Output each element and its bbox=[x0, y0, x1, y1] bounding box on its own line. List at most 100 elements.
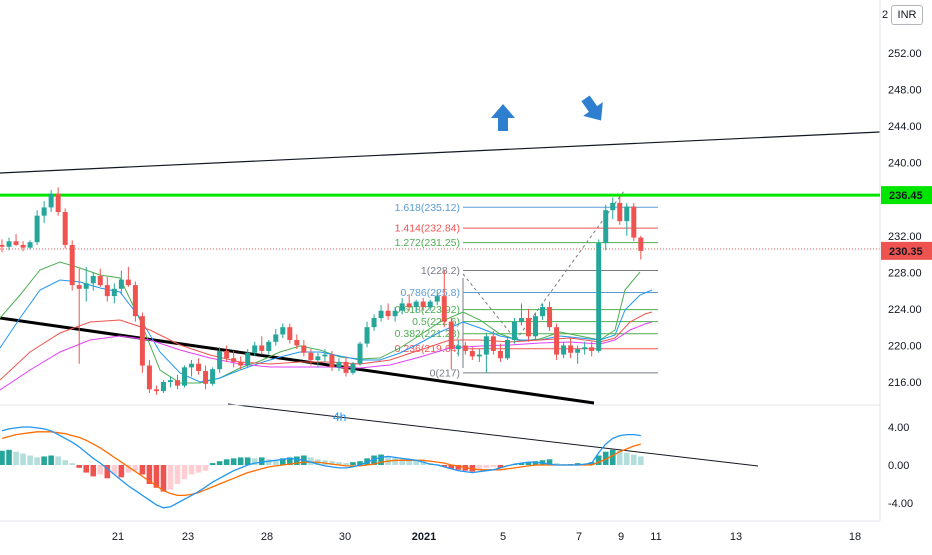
candle[interactable] bbox=[189, 360, 195, 377]
candle[interactable] bbox=[139, 312, 145, 373]
candle[interactable] bbox=[350, 361, 356, 375]
candle[interactable] bbox=[196, 358, 202, 375]
candle[interactable] bbox=[596, 239, 602, 353]
candle[interactable] bbox=[540, 303, 546, 320]
candle[interactable] bbox=[104, 276, 110, 302]
candle[interactable] bbox=[483, 332, 489, 373]
candle[interactable] bbox=[378, 305, 384, 322]
candle[interactable] bbox=[315, 352, 321, 368]
candle[interactable] bbox=[238, 356, 244, 370]
candle[interactable] bbox=[20, 241, 26, 252]
candle[interactable] bbox=[125, 266, 131, 287]
candle[interactable] bbox=[385, 303, 391, 320]
candle[interactable] bbox=[153, 385, 159, 395]
candle[interactable] bbox=[231, 350, 237, 368]
candle[interactable] bbox=[167, 376, 173, 388]
candle[interactable] bbox=[34, 210, 40, 245]
candle[interactable] bbox=[533, 312, 539, 340]
candle[interactable] bbox=[41, 201, 47, 223]
lower-trendline-bold[interactable] bbox=[0, 316, 595, 405]
candle[interactable] bbox=[6, 237, 12, 251]
candle[interactable] bbox=[448, 318, 454, 370]
candle[interactable] bbox=[160, 380, 166, 393]
candle[interactable] bbox=[427, 299, 433, 311]
candle[interactable] bbox=[259, 336, 265, 355]
candle[interactable] bbox=[624, 202, 630, 236]
candle[interactable] bbox=[182, 365, 188, 388]
candle[interactable] bbox=[413, 299, 419, 313]
candle[interactable] bbox=[357, 341, 363, 366]
candle[interactable] bbox=[62, 208, 68, 249]
candle[interactable] bbox=[399, 297, 405, 315]
candle[interactable] bbox=[462, 341, 468, 355]
candle[interactable] bbox=[287, 323, 293, 344]
candle[interactable] bbox=[76, 268, 82, 364]
candles[interactable] bbox=[0, 187, 644, 395]
candle[interactable] bbox=[308, 349, 314, 366]
candle[interactable] bbox=[301, 339, 307, 357]
candle[interactable] bbox=[90, 272, 96, 291]
candle[interactable] bbox=[434, 290, 440, 306]
candle[interactable] bbox=[280, 323, 286, 339]
candle[interactable] bbox=[294, 334, 300, 350]
candle[interactable] bbox=[589, 341, 595, 357]
candle[interactable] bbox=[132, 281, 138, 322]
candle[interactable] bbox=[83, 266, 89, 302]
candle[interactable] bbox=[27, 240, 33, 250]
candle[interactable] bbox=[224, 345, 230, 362]
candle[interactable] bbox=[146, 360, 152, 393]
candle[interactable] bbox=[476, 349, 482, 362]
candle[interactable] bbox=[518, 303, 524, 326]
candle[interactable] bbox=[13, 233, 19, 246]
candle[interactable] bbox=[406, 294, 412, 311]
candle[interactable] bbox=[504, 336, 510, 361]
macd-trendline[interactable] bbox=[227, 403, 759, 467]
candle[interactable] bbox=[561, 341, 567, 359]
candle-body bbox=[427, 301, 433, 308]
candle[interactable] bbox=[490, 330, 496, 355]
candle[interactable] bbox=[638, 235, 644, 260]
candle[interactable] bbox=[55, 187, 61, 216]
candle[interactable] bbox=[336, 358, 342, 372]
currency-button[interactable]: INR bbox=[891, 5, 923, 25]
candle[interactable] bbox=[203, 365, 209, 390]
candle[interactable] bbox=[245, 349, 251, 368]
candle[interactable] bbox=[97, 268, 103, 287]
candle[interactable] bbox=[631, 202, 637, 242]
candle[interactable] bbox=[364, 321, 370, 348]
candle[interactable] bbox=[603, 204, 609, 251]
candle[interactable] bbox=[175, 374, 180, 390]
candle[interactable] bbox=[582, 341, 588, 355]
candle[interactable] bbox=[48, 190, 54, 213]
candle[interactable] bbox=[266, 339, 272, 355]
candle[interactable] bbox=[118, 270, 124, 295]
candle[interactable] bbox=[252, 341, 258, 357]
candle[interactable] bbox=[392, 307, 398, 322]
candle[interactable] bbox=[322, 349, 328, 362]
candle[interactable] bbox=[617, 195, 623, 225]
candle[interactable] bbox=[371, 314, 377, 331]
candle[interactable] bbox=[0, 239, 5, 253]
candle[interactable] bbox=[610, 197, 616, 220]
candle[interactable] bbox=[554, 323, 560, 361]
candle[interactable] bbox=[455, 339, 461, 357]
macd-pane[interactable] bbox=[0, 426, 644, 509]
candle[interactable] bbox=[511, 318, 517, 344]
candle[interactable] bbox=[441, 270, 447, 328]
candle[interactable] bbox=[469, 347, 475, 361]
candle[interactable] bbox=[273, 328, 279, 346]
candle[interactable] bbox=[329, 350, 335, 372]
candle[interactable] bbox=[568, 338, 574, 359]
candle[interactable] bbox=[210, 367, 216, 386]
candle[interactable] bbox=[217, 347, 223, 373]
upper-trendline[interactable] bbox=[0, 131, 881, 174]
candle[interactable] bbox=[526, 308, 531, 342]
candle[interactable] bbox=[69, 240, 75, 291]
candle[interactable] bbox=[111, 283, 117, 304]
candle[interactable] bbox=[497, 343, 503, 362]
candle[interactable] bbox=[575, 345, 581, 364]
candle[interactable] bbox=[547, 301, 553, 331]
candle[interactable] bbox=[420, 297, 426, 311]
candle[interactable] bbox=[343, 356, 349, 377]
